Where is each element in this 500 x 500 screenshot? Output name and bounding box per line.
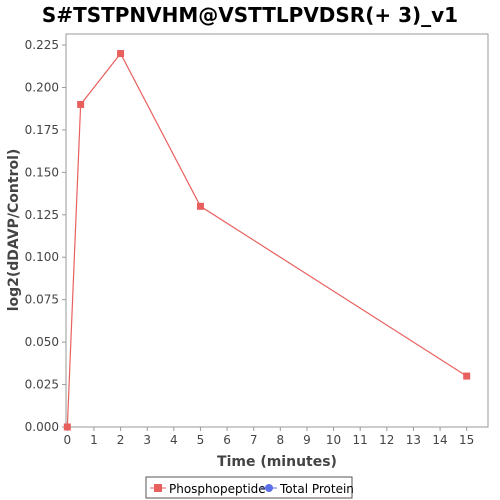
x-tick-label: 4	[170, 433, 178, 447]
y-tick-label: 0.175	[25, 123, 59, 137]
x-tick-label: 10	[326, 433, 341, 447]
y-axis-ticks: 0.000 0.025 0.050 0.075 0.100 0.125 0.150 0.175…	[25, 38, 66, 434]
x-tick-label: 9	[303, 433, 311, 447]
chart-title: S#TSTPNVHM@VSTTLPVDSR(+ 3)_v1	[42, 3, 458, 27]
legend-marker-phosphopeptide	[154, 484, 162, 492]
x-tick-label: 7	[250, 433, 258, 447]
x-tick-label: 15	[459, 433, 474, 447]
y-tick-label: 0.000	[25, 420, 59, 434]
y-tick-label: 0.100	[25, 250, 59, 264]
x-axis-ticks: 0 1 2 3 4 5 6 7 8 9 10 11 12 13 14 15	[64, 427, 474, 447]
data-point	[77, 100, 85, 108]
x-tick-label: 1	[90, 433, 98, 447]
y-axis-label: log2(dDAVP/Control)	[6, 149, 22, 312]
y-tick-label: 0.200	[25, 80, 59, 94]
x-tick-label: 12	[379, 433, 394, 447]
data-point	[117, 50, 125, 58]
x-tick-label: 2	[117, 433, 125, 447]
y-tick-label: 0.150	[25, 165, 59, 179]
x-tick-label: 6	[223, 433, 231, 447]
y-tick-label: 0.125	[25, 208, 59, 222]
legend-label-phosphopeptide: Phosphopeptide	[169, 482, 266, 496]
x-tick-label: 3	[143, 433, 151, 447]
legend-marker-total-protein	[265, 484, 273, 492]
plot-area	[65, 33, 489, 428]
x-tick-label: 8	[277, 433, 285, 447]
data-point	[63, 423, 71, 431]
x-axis-label: Time (minutes)	[217, 454, 337, 470]
x-tick-label: 11	[353, 433, 368, 447]
y-tick-label: 0.075	[25, 293, 59, 307]
x-tick-label: 14	[432, 433, 447, 447]
series-layer	[63, 50, 471, 431]
x-tick-label: 5	[197, 433, 205, 447]
legend-label-total-protein: Total Protein	[279, 482, 354, 496]
data-point	[463, 372, 471, 380]
legend: Phosphopeptide Total Protein	[145, 476, 354, 499]
y-tick-label: 0.050	[25, 335, 59, 349]
x-tick-label: 0	[64, 433, 72, 447]
x-tick-label: 13	[406, 433, 421, 447]
y-tick-label: 0.225	[25, 38, 59, 52]
legend-box	[145, 476, 353, 499]
data-point	[196, 202, 204, 210]
y-tick-label: 0.025	[25, 378, 59, 392]
